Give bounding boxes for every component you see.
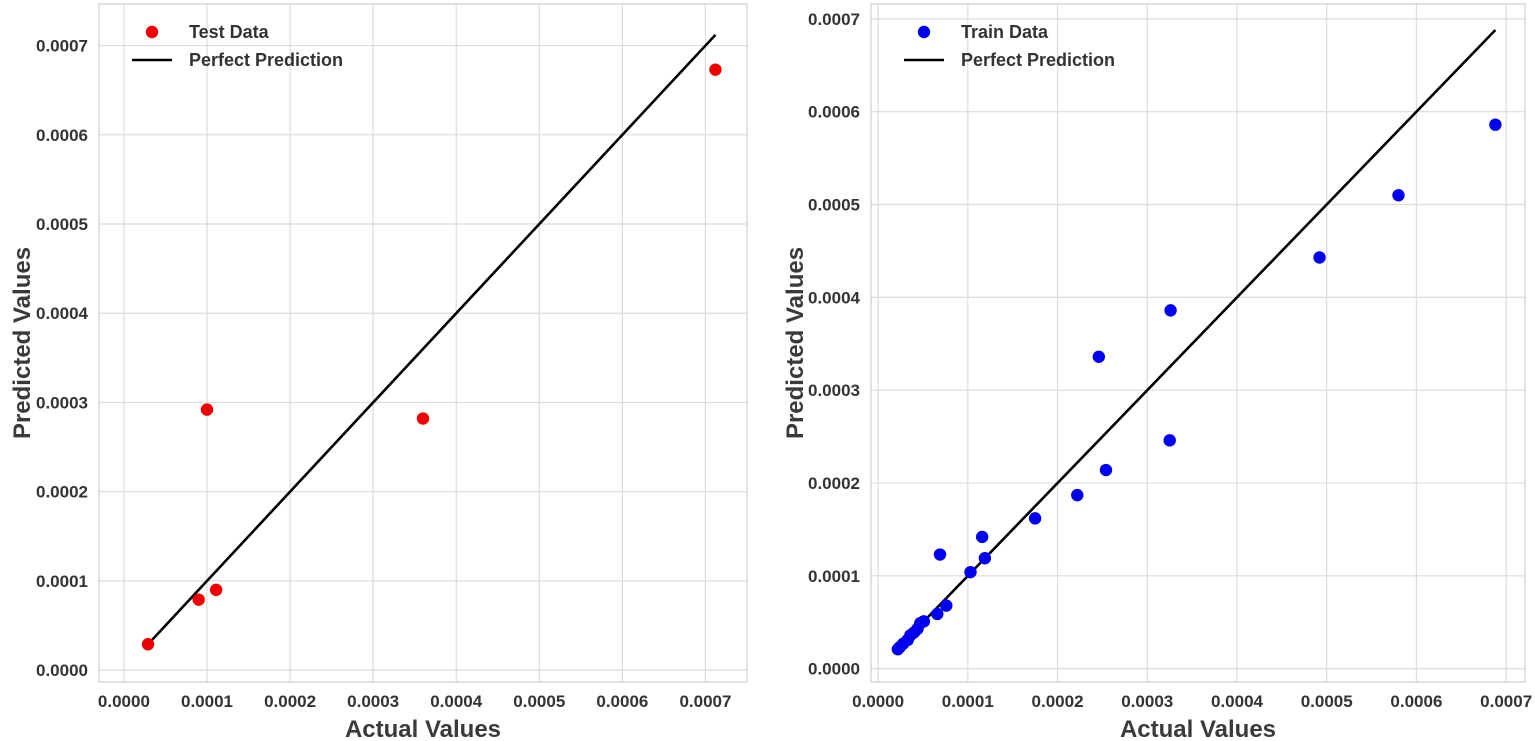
test-data-point [209,583,223,597]
legend: Test Data Perfect Prediction [132,22,343,70]
test-data-point [416,412,430,425]
y-tick-label: 0.0007 [36,37,88,56]
x-tick-label: 0.0007 [679,692,731,711]
x-tick-label: 0.0001 [942,692,994,711]
legend-label: Test Data [189,22,270,42]
y-axis-label: Predicted Values [9,247,36,439]
y-tick-label: 0.0000 [808,660,860,679]
test-chart: 0.0000 0.0001 0.0002 0.0003 0.0004 0.0005 0.00… [9,3,748,741]
train-data-point [1313,251,1326,264]
y-tick-label: 0.0001 [808,567,860,586]
y-tick-label: 0.0001 [36,572,88,591]
train-data-point [1489,118,1502,131]
legend: Train Data Perfect Prediction [904,22,1115,70]
perfect-prediction-line [895,29,1497,651]
y-tick-label: 0.0006 [808,103,860,122]
x-tick-label: 0.0004 [1211,692,1264,711]
train-chart: 0.0000 0.0001 0.0002 0.0003 0.0004 0.0005 0.00… [782,3,1532,741]
y-tick-label: 0.0007 [808,10,860,29]
x-tick-label: 0.0003 [347,692,399,711]
y-axis-label: Predicted Values [782,247,809,439]
x-tick-label: 0.0002 [264,692,316,711]
legend-label: Perfect Prediction [189,50,343,70]
train-data-point [1028,512,1042,525]
legend-label: Train Data [961,22,1049,42]
legend-marker [917,25,931,39]
legend-label: Perfect Prediction [961,50,1115,70]
train-data-point [964,565,977,579]
train-data-point [1392,189,1405,202]
legend-marker [145,25,159,39]
train-data-point [917,615,931,628]
y-tick-label: 0.0002 [36,483,88,502]
x-tick-label: 0.0006 [1390,692,1442,711]
x-tick-label: 0.0000 [852,692,904,711]
x-tick-label: 0.0005 [513,692,565,711]
perfect-prediction-line [147,33,717,646]
train-data-point [978,552,992,565]
train-data-point [1099,463,1113,477]
train-data-point [1164,304,1177,317]
x-tick-label: 0.0005 [1301,692,1353,711]
train-data-point [1163,434,1176,447]
y-tick-label: 0.0003 [808,381,860,400]
x-tick-label: 0.0004 [430,692,483,711]
y-tick-label: 0.0002 [808,474,860,493]
plot-frame [98,3,748,683]
y-tick-label: 0.0003 [36,393,88,412]
train-data-point [940,599,953,612]
x-tick-label: 0.0003 [1121,692,1173,711]
test-data-point [709,63,722,76]
y-tick-label: 0.0000 [36,661,88,680]
test-data-point [141,638,155,651]
x-tick-label: 0.0006 [596,692,648,711]
x-axis-label: Actual Values [1120,716,1276,741]
test-data-point [192,593,205,606]
y-tick-label: 0.0004 [36,304,89,323]
y-tick-label: 0.0005 [808,196,860,215]
train-data-point [1071,488,1084,502]
train-data-point [975,530,989,544]
x-axis-label: Actual Values [345,716,501,741]
train-data-point [933,548,947,561]
x-tick-label: 0.0002 [1032,692,1084,711]
train-data-point [931,607,944,621]
y-tick-label: 0.0006 [36,126,88,145]
train-data-point [1092,350,1106,363]
x-tick-label: 0.0001 [181,692,233,711]
y-tick-label: 0.0004 [808,288,861,307]
x-tick-label: 0.0007 [1480,692,1532,711]
test-data-point [200,403,214,416]
y-tick-label: 0.0005 [36,215,88,234]
x-tick-label: 0.0000 [98,692,150,711]
plot-area [871,4,1525,682]
plot-frame [870,3,1526,683]
